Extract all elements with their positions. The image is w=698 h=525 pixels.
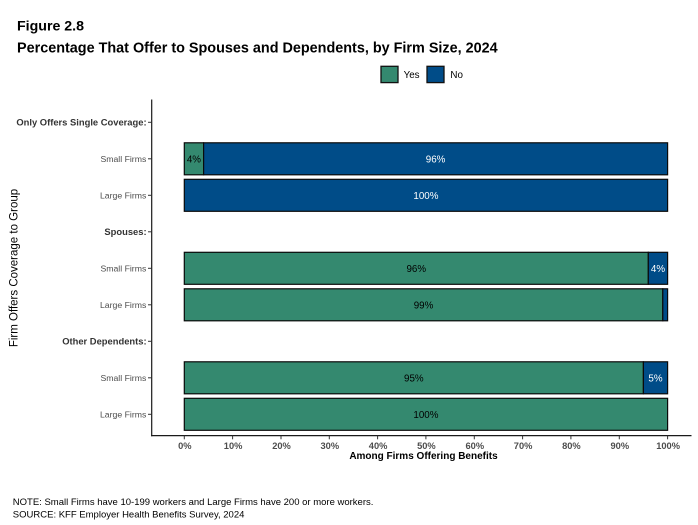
svg-text:0%: 0%: [178, 441, 192, 451]
svg-text:95%: 95%: [404, 373, 424, 384]
svg-text:Small Firms: Small Firms: [100, 154, 147, 164]
svg-text:100%: 100%: [413, 410, 438, 421]
svg-text:96%: 96%: [406, 264, 426, 275]
svg-text:Small Firms: Small Firms: [100, 373, 147, 383]
svg-text:Small Firms: Small Firms: [100, 264, 147, 274]
svg-text:NOTE: Small Firms have 10-199: NOTE: Small Firms have 10-199 workers an…: [13, 497, 374, 508]
svg-text:SOURCE: KFF Employer Health Be: SOURCE: KFF Employer Health Benefits Sur…: [13, 510, 245, 521]
svg-text:80%: 80%: [562, 441, 581, 451]
svg-text:30%: 30%: [320, 441, 339, 451]
svg-text:99%: 99%: [414, 300, 434, 311]
svg-text:Spouses:: Spouses:: [104, 226, 146, 237]
svg-text:5%: 5%: [648, 373, 662, 384]
svg-text:Yes: Yes: [404, 70, 420, 81]
svg-text:Only Offers Single Coverage:: Only Offers Single Coverage:: [16, 117, 146, 128]
svg-text:Large Firms: Large Firms: [100, 191, 147, 201]
svg-text:Figure 2.8: Figure 2.8: [17, 18, 84, 34]
svg-text:Among Firms Offering Benefits: Among Firms Offering Benefits: [349, 451, 498, 462]
svg-text:70%: 70%: [514, 441, 533, 451]
svg-text:No: No: [450, 70, 463, 81]
svg-text:50%: 50%: [417, 441, 436, 451]
svg-text:90%: 90%: [610, 441, 629, 451]
svg-text:100%: 100%: [656, 441, 681, 451]
svg-text:100%: 100%: [413, 191, 438, 202]
svg-text:20%: 20%: [272, 441, 291, 451]
svg-text:Large Firms: Large Firms: [100, 410, 147, 420]
svg-text:4%: 4%: [651, 264, 665, 275]
svg-text:96%: 96%: [426, 154, 446, 165]
svg-text:60%: 60%: [465, 441, 484, 451]
svg-text:Other Dependents:: Other Dependents:: [62, 336, 146, 347]
svg-text:Firm Offers Coverage to Group: Firm Offers Coverage to Group: [9, 189, 21, 347]
svg-text:Percentage That Offer to Spous: Percentage That Offer to Spouses and Dep…: [17, 41, 498, 57]
svg-text:Large Firms: Large Firms: [100, 300, 147, 310]
svg-text:40%: 40%: [369, 441, 388, 451]
svg-text:10%: 10%: [224, 441, 243, 451]
svg-text:4%: 4%: [187, 154, 201, 165]
